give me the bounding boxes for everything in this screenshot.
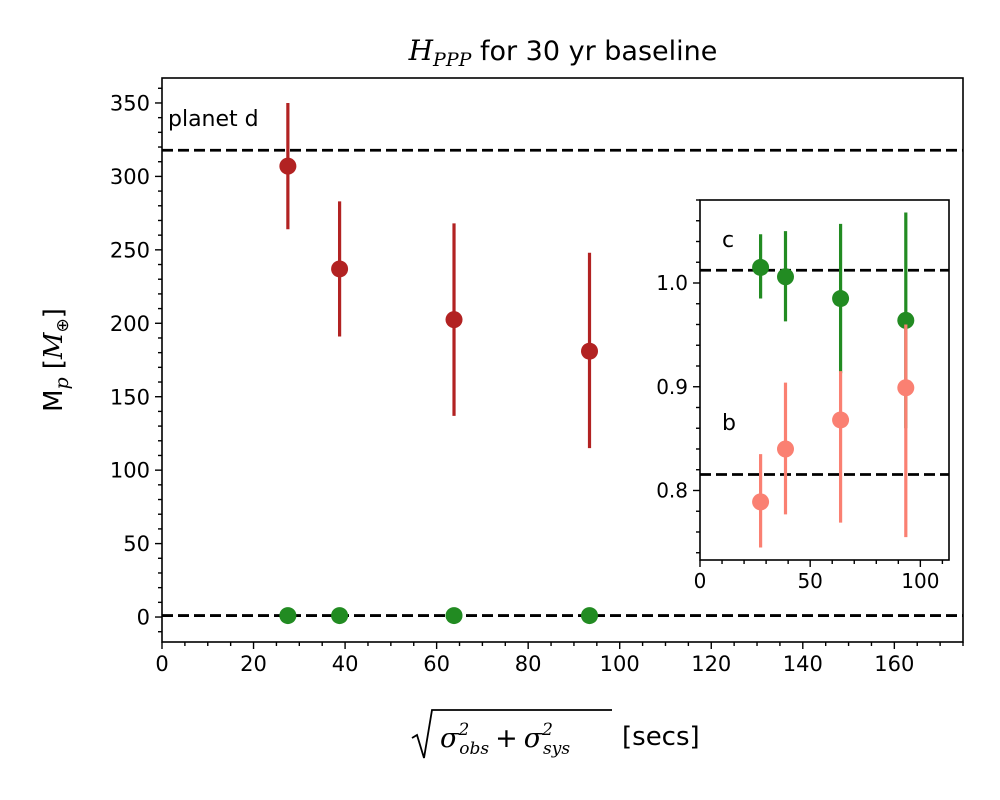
y-tick-label: 0.8	[656, 479, 688, 503]
y-tick-label: 150	[110, 385, 150, 409]
x-tick-label: 50	[797, 569, 822, 593]
x-axis-label: σ2 obs + σ2 sys [secs]	[411, 709, 700, 759]
planet-c-label: c	[722, 228, 734, 253]
data-point-0-2	[445, 311, 463, 329]
y-axis-label: Mp[M⊕]	[39, 308, 73, 412]
data-point-0-0	[752, 258, 770, 276]
y-tick-label: 1.0	[656, 271, 688, 295]
inset-axes: 0 50 100 0.8 0.9 1.0 c b	[656, 199, 950, 593]
main-axes: 0 20 40 60 80 100 120 140 160 0 50 100 150 200 250 300 3…	[110, 77, 964, 676]
data-point-1-3	[581, 607, 599, 625]
x-tick-label: 0	[694, 569, 707, 593]
y-tick-label: 300	[110, 165, 150, 189]
planet-d-label: planet d	[168, 107, 259, 132]
y-tick-label: 350	[110, 92, 150, 116]
inset-background	[700, 200, 949, 560]
axes-frame	[699, 199, 950, 561]
sqrt-sign	[411, 709, 612, 759]
data-point-0-2	[832, 290, 850, 308]
x-tick-label: 160	[874, 652, 914, 676]
data-point-1-1	[331, 607, 349, 625]
x-axis-label-math: σ2 obs + σ2 sys	[440, 720, 570, 759]
data-point-0-3	[581, 342, 599, 360]
x-tick-label: 140	[783, 652, 823, 676]
y-tick-label: 200	[110, 312, 150, 336]
x-tick-label: 60	[423, 652, 450, 676]
axes-frame	[161, 77, 964, 643]
x-tick-label: 40	[332, 652, 359, 676]
x-tick-label: 100	[901, 569, 939, 593]
y-tick-label: 250	[110, 238, 150, 262]
data-point-1-2	[832, 411, 850, 429]
data-point-1-0	[279, 607, 297, 625]
chart-title: HPPP for 30 yr baseline	[408, 34, 718, 71]
y-tick-label: 50	[123, 532, 150, 556]
data-point-0-3	[897, 311, 915, 329]
y-tick-label: 0.9	[656, 375, 688, 399]
data-point-1-1	[776, 440, 794, 458]
data-point-1-3	[897, 379, 915, 397]
data-point-0-1	[331, 260, 349, 278]
x-tick-label: 120	[691, 652, 731, 676]
data-point-0-0	[279, 157, 297, 175]
x-tick-label: 100	[600, 652, 640, 676]
x-tick-label: 80	[515, 652, 542, 676]
data-point-0-1	[776, 268, 794, 286]
data-point-1-2	[445, 607, 463, 625]
planet-b-label: b	[722, 411, 736, 436]
y-tick-label: 0	[137, 606, 150, 630]
x-axis-units: [secs]	[622, 722, 700, 752]
data-point-1-0	[752, 493, 770, 511]
x-tick-label: 0	[155, 652, 168, 676]
y-tick-label: 100	[110, 459, 150, 483]
x-tick-label: 20	[240, 652, 267, 676]
